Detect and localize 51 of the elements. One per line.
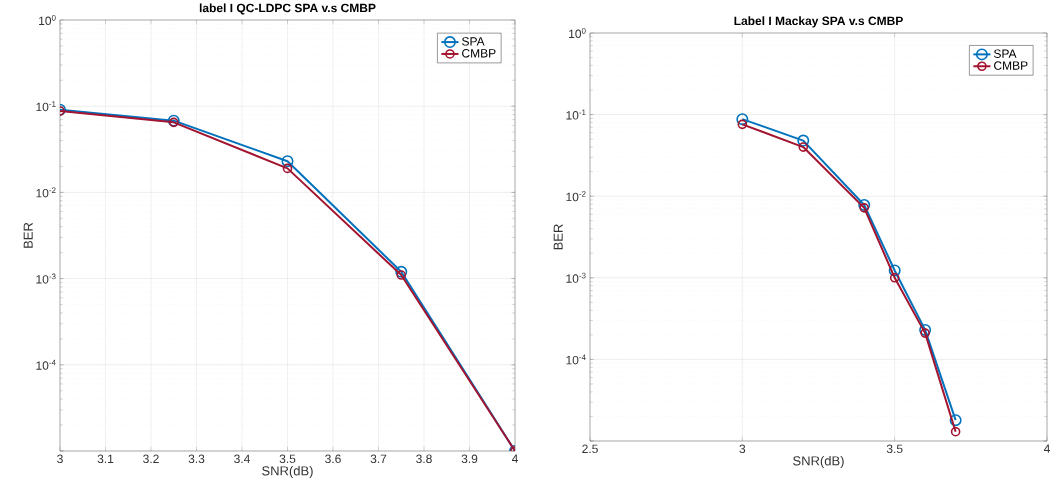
x-tick-label: 3.3 (188, 454, 205, 464)
y-tick-label: 10$^{-3}$ (566, 272, 586, 283)
x-tick-label: 3.4 (234, 454, 250, 464)
x-tick-label: 2.5 (582, 444, 598, 454)
y-tick-label: 10$^{-2}$ (566, 191, 586, 202)
x-tick-label: 3.5 (279, 454, 296, 464)
point (797, 134, 810, 147)
point (282, 163, 293, 174)
point (798, 142, 809, 152)
legend-label: CMBP (994, 61, 1028, 70)
point (396, 270, 407, 280)
y-tick-label: 10$^{-1}$ (36, 101, 56, 112)
point (950, 426, 961, 437)
x-tick-label: 3.2 (143, 454, 159, 464)
legend-label: SPA (993, 49, 1017, 58)
point (736, 113, 749, 126)
x-tick-label: 4 (1043, 444, 1050, 453)
x-axis-title: SNR(dB) (262, 465, 313, 479)
x-tick-label: 3.1 (97, 454, 114, 464)
x-tick-label: 4 (511, 454, 518, 463)
x-tick-label: 3.6 (325, 454, 341, 464)
y-tick-label: 10$^{-2}$ (36, 187, 56, 198)
chart-title: Label I Mackay SPA v.s CMBP (734, 16, 903, 28)
y-axis-title: BER (553, 224, 563, 250)
point (281, 155, 294, 168)
y-tick-label: 10$^{-1}$ (566, 109, 586, 120)
x-tick-label: 3 (57, 454, 63, 464)
x-tick-label: 3.5 (886, 444, 903, 454)
y-tick-label: 10$^{0}$ (569, 27, 586, 39)
y-tick-label: 10$^{0}$ (39, 14, 56, 26)
point (858, 199, 871, 212)
legend-label: SPA (462, 37, 485, 46)
point (920, 328, 930, 338)
x-tick-label: 3.7 (370, 454, 387, 464)
x-axis-title: SNR(dB) (793, 455, 844, 469)
point (888, 264, 901, 277)
y-tick-label: 10$^{-4}$ (36, 359, 56, 370)
y-axis-title: BER (23, 222, 33, 248)
point (395, 265, 408, 278)
y-tick-label: 10$^{-3}$ (36, 273, 56, 284)
y-tick-label: 10$^{-4}$ (566, 354, 586, 365)
point (859, 203, 870, 213)
point (949, 414, 962, 427)
point (737, 119, 748, 130)
x-tick-label: 3 (739, 444, 746, 454)
point (919, 323, 932, 336)
legend-label: CMBP (462, 49, 496, 58)
chart-title: label I QC-LDPC SPA v.s CMBP (199, 3, 376, 15)
x-tick-label: 3.9 (461, 454, 478, 464)
point (889, 273, 900, 283)
x-tick-label: 3.8 (416, 454, 432, 464)
